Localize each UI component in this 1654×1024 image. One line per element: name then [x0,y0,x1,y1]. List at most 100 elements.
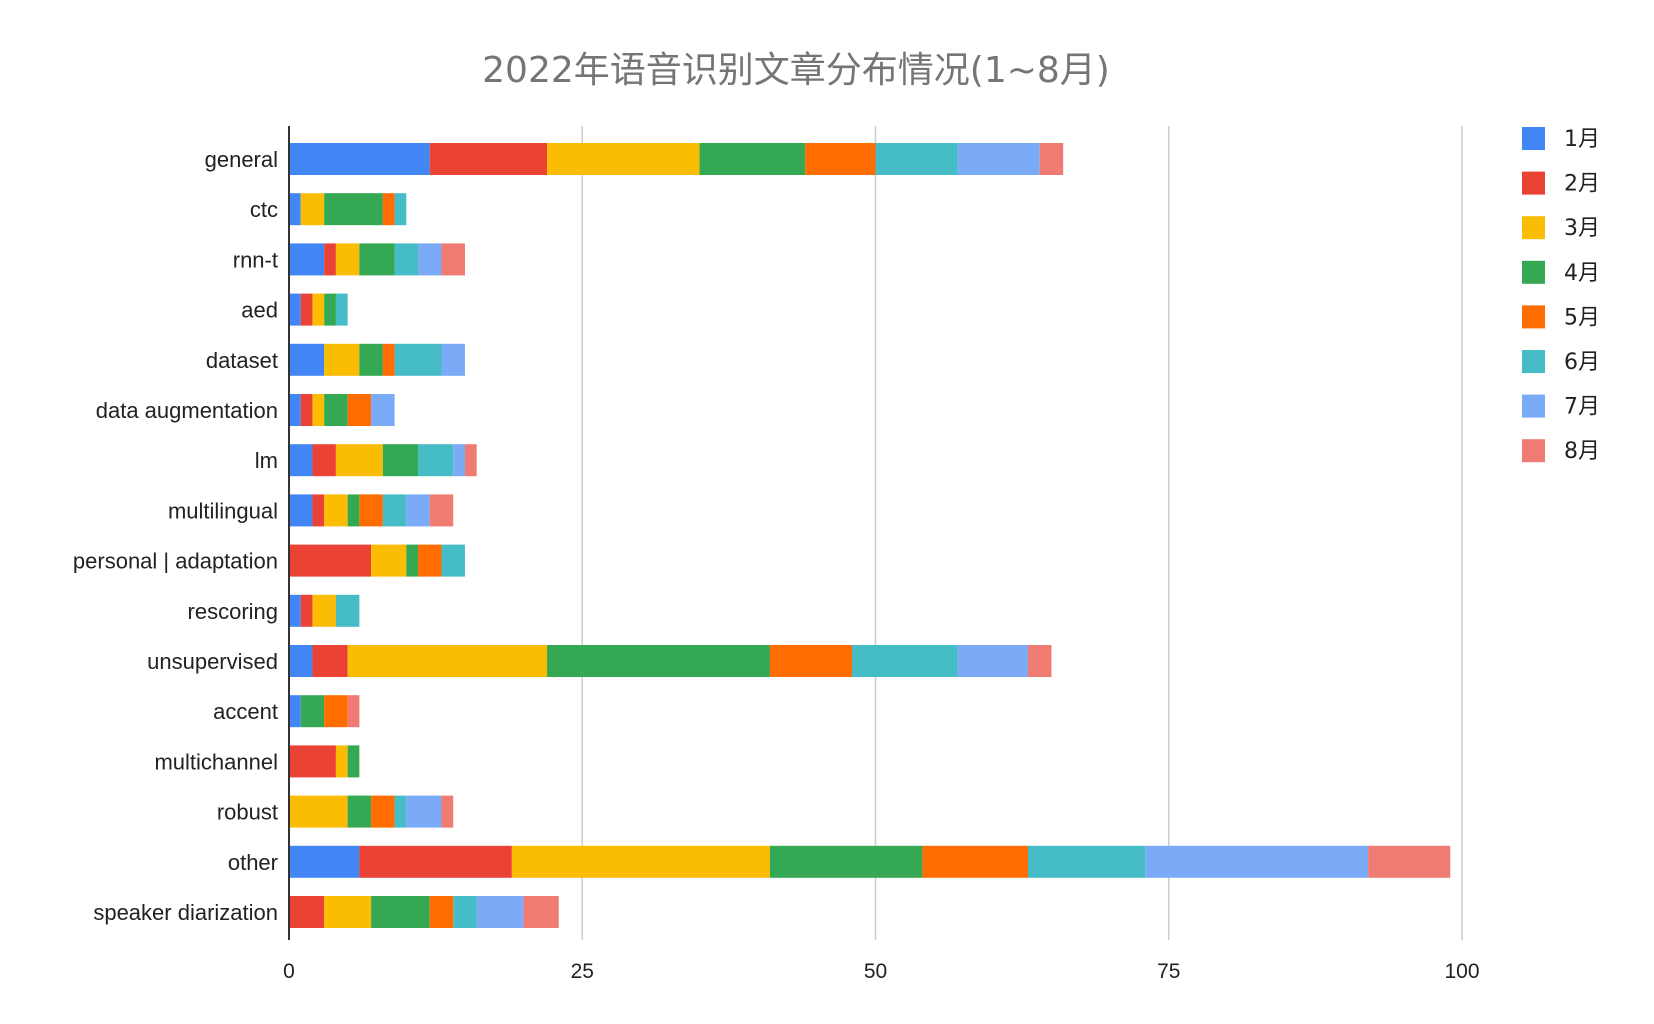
legend-label-3: 3月 [1564,216,1600,241]
bar-lm-series-2 [312,444,336,477]
bar-dataset-series-6 [394,343,442,376]
bar-data-augmentation-series-7 [371,394,395,426]
axes: 0 25 50 75 100 general ctc rnn-t aed dataset data … [73,126,1480,983]
bar-general-series-6 [875,143,958,175]
bar-data-augmentation-series-5 [347,394,372,426]
category-label: data augmentation [96,398,278,423]
bar-rnn-t-series-6 [394,243,419,276]
bar-speaker-diarization-series-6 [453,896,477,928]
bar-unsupervised-series-4 [547,645,770,677]
bar-general-series-2 [429,143,548,175]
bar-ctc-series-6 [394,193,407,226]
bar-multichannel-series-2 [289,745,336,778]
bar-unsupervised-series-1 [289,645,313,677]
bar-data-augmentation-series-4 [324,394,348,426]
legend-swatch-3 [1522,216,1545,240]
bar-personal-adaptation-series-5 [418,544,442,577]
bar-unsupervised-series-5 [769,645,853,677]
bar-rescoring-series-1 [289,594,301,627]
legend-label-7: 7月 [1564,395,1600,420]
bar-accent-series-4 [300,695,325,728]
bar-dataset-series-4 [359,343,383,376]
bar-speaker-diarization-series-3 [324,896,372,928]
category-label: speaker diarization [93,900,278,925]
bar-personal-adaptation-series-2 [289,544,372,577]
bar-ctc-series-4 [324,193,383,226]
bar-rnn-t-series-8 [441,243,465,276]
category-label: personal | adaptation [73,549,278,574]
bar-speaker-diarization-series-8 [523,896,559,928]
bar-other-series-6 [1027,845,1146,878]
bar-multilingual-series-8 [429,494,454,527]
bar-unsupervised-series-7 [957,645,1028,677]
bar-rescoring-series-2 [300,594,313,627]
x-tick-label-75: 75 [1157,960,1180,983]
category-label: ctc [250,197,278,222]
bar-general-series-5 [805,143,876,175]
bar-speaker-diarization-series-5 [429,896,454,928]
bar-multilingual-series-5 [359,494,383,527]
category-label: multichannel [154,749,278,774]
bar-personal-adaptation-series-3 [371,544,407,577]
bar-accent-series-8 [347,695,360,728]
bar-aed-series-4 [324,293,336,326]
bar-other-series-8 [1368,845,1451,878]
category-label: unsupervised [147,649,278,674]
x-tick-label-50: 50 [864,960,887,983]
bar-unsupervised-series-6 [852,645,958,677]
bar-rnn-t-series-1 [289,243,325,276]
legend-swatch-5 [1522,305,1545,329]
chart-title: 2022年语音识别文章分布情况(1~8月) [482,50,1110,91]
category-label: multilingual [168,498,278,523]
bar-data-augmentation-series-2 [300,394,313,426]
bar-ctc-series-3 [300,193,325,226]
bar-ctc-series-5 [382,193,395,226]
bar-general-series-3 [547,143,700,175]
bar-multilingual-series-2 [312,494,325,527]
bar-lm-series-4 [382,444,419,477]
legend-swatch-7 [1522,394,1545,418]
bars [289,143,1451,928]
bar-multilingual-series-7 [406,494,430,527]
category-label: lm [255,448,278,473]
legend-label-1: 1月 [1564,127,1600,152]
bar-general-series-7 [957,143,1040,175]
bar-other-series-7 [1145,845,1369,878]
bar-lm-series-8 [464,444,477,477]
bar-other-series-5 [922,845,1028,878]
legend-swatch-6 [1522,350,1545,373]
bar-robust-series-7 [406,795,442,828]
bar-unsupervised-series-3 [347,645,548,677]
legend: 1月 2月 3月 4月 5月 6月 7月 8月 [1522,127,1600,464]
x-tick-label-25: 25 [571,960,594,983]
bar-aed-series-2 [300,293,313,326]
bar-multichannel-series-4 [347,745,360,778]
bar-aed-series-3 [312,293,325,326]
legend-label-4: 4月 [1564,261,1600,286]
bar-dataset-series-5 [382,343,395,376]
legend-label-6: 6月 [1564,350,1600,375]
legend-swatch-4 [1522,260,1545,284]
bar-robust-series-5 [371,795,395,828]
bar-speaker-diarization-series-2 [289,896,325,928]
bar-general-series-1 [289,143,430,175]
x-tick-label-100: 100 [1444,960,1479,983]
bar-lm-series-7 [453,444,465,477]
bar-unsupervised-series-2 [312,645,348,677]
bar-lm-series-3 [335,444,383,477]
bar-aed-series-1 [289,293,301,326]
bar-rescoring-series-3 [312,594,336,627]
legend-label-2: 2月 [1564,172,1600,197]
bar-other-series-2 [359,845,512,878]
bar-rnn-t-series-7 [418,243,442,276]
bar-dataset-series-7 [441,343,465,376]
bar-other-series-4 [769,845,923,878]
bar-robust-series-4 [347,795,372,828]
bar-speaker-diarization-series-7 [476,896,524,928]
bar-accent-series-1 [289,695,301,728]
legend-swatch-2 [1522,171,1545,195]
category-label: robust [217,800,278,825]
bar-aed-series-6 [335,293,348,326]
